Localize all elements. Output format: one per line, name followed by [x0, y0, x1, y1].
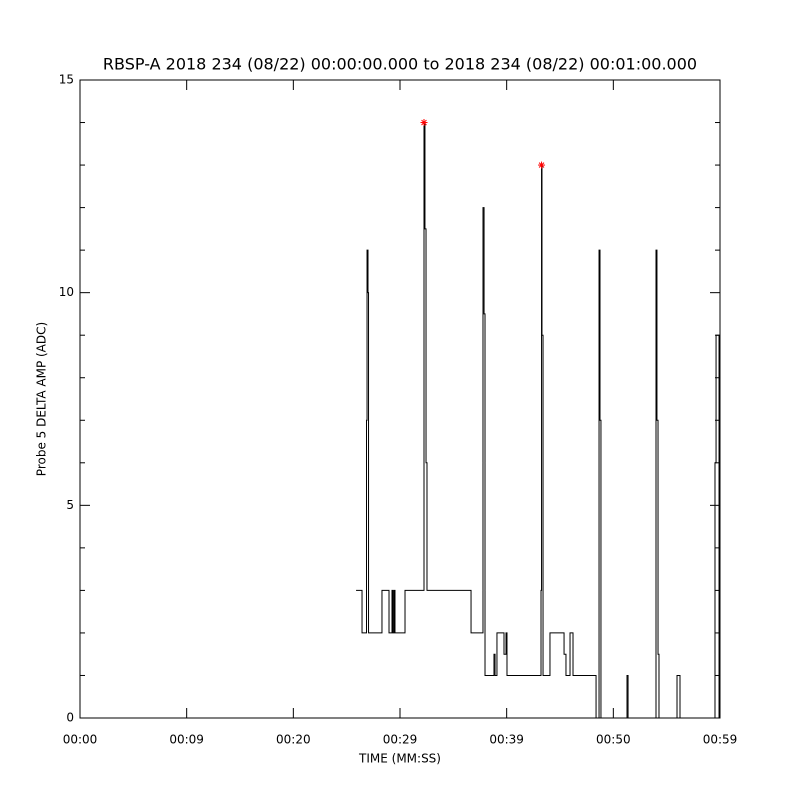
- x-tick-label: 00:59: [703, 733, 738, 747]
- data-line: [356, 122, 720, 719]
- x-tick-label: 00:39: [489, 733, 524, 747]
- x-tick-label: 00:00: [63, 733, 98, 747]
- y-tick-label: 15: [59, 73, 74, 87]
- x-tick-label: 00:50: [596, 733, 631, 747]
- star-stroke: [538, 162, 545, 168]
- y-tick-label: 10: [59, 285, 74, 299]
- star-stroke: [421, 119, 427, 126]
- star-marker: [538, 161, 546, 169]
- y-tick-label: 0: [66, 711, 74, 725]
- y-tick-label: 5: [66, 498, 74, 512]
- x-axis-label: TIME (MM:SS): [358, 752, 441, 766]
- x-tick-label: 00:20: [276, 733, 311, 747]
- x-tick-label: 00:29: [383, 733, 418, 747]
- x-tick-label: 00:09: [169, 733, 204, 747]
- chart-title: RBSP-A 2018 234 (08/22) 00:00:00.000 to …: [103, 55, 697, 74]
- star-marker: [420, 119, 428, 127]
- y-axis-label: Probe 5 DELTA AMP (ADC): [35, 322, 49, 476]
